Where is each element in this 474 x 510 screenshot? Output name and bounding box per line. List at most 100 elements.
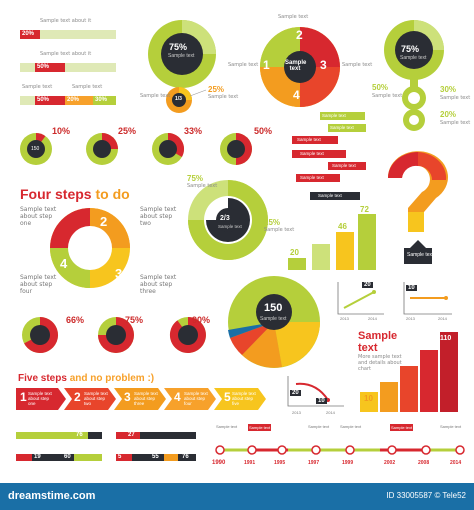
footer-id: ID 33005587 © Tele52 [386, 491, 466, 500]
five-step-4: 4 [174, 390, 181, 404]
timeline-box-3: Sample text [308, 424, 330, 429]
mini-pies-row2 [22, 317, 206, 353]
ribbon-7: Sample text [318, 193, 342, 198]
cycle-caption-top: Sample text [278, 14, 309, 20]
progress-c-rest [140, 432, 196, 439]
donut-right-v2-caption: Sample text [440, 95, 471, 101]
progress-d-v2: 55 [152, 454, 159, 460]
bar-value-1: 20% [22, 31, 35, 37]
growth-v3: 72 [360, 205, 369, 214]
donut-top-caption: Sample text [208, 94, 239, 100]
mini-pie2-3-pct: 90% [192, 315, 211, 325]
stairs-subtitle: More sample text and details about chart [358, 354, 402, 372]
four-step-2: 2 [100, 214, 108, 229]
line-b-year2: 2014 [438, 316, 447, 321]
timeline-year-6: 2008 [418, 460, 430, 466]
four-step-3-label: Sample text about step three [140, 274, 177, 295]
cycle-top-graphic [260, 27, 340, 107]
growth-v1: 20 [290, 248, 299, 257]
five-step-1-label-b: one [28, 401, 36, 406]
line-b-value: 10 [406, 285, 417, 291]
stairs-graphic [360, 332, 458, 412]
five-steps-title: Five steps and no problem :) [18, 373, 154, 384]
four-step-3: 3 [115, 266, 123, 281]
progress-b-seg3 [74, 454, 102, 461]
five-steps-title-b: and no problem :) [69, 373, 155, 384]
five-step-3-label: Sample text about step three [134, 391, 160, 406]
timeline-year-3: 1997 [308, 460, 320, 466]
cycle-center: Sample text [285, 60, 307, 72]
donut-mid-caption-top: Sample text [187, 183, 218, 189]
five-step-5-label-a: Sample text about step [232, 391, 256, 401]
mini-pie-2-pct: 25% [118, 126, 137, 136]
footer-logo[interactable]: dreamstime.com [8, 490, 96, 502]
progress-a-value: 76 [76, 432, 83, 438]
donut-mid-top-pct: 75% [187, 174, 204, 183]
four-step-1: 1 [46, 218, 54, 233]
progress-d-v3: 76 [182, 454, 189, 460]
bar-track-2 [20, 63, 116, 72]
ribbon-4: Sample text [300, 151, 324, 156]
five-step-2-label-b: two [84, 401, 92, 406]
donut-top-small: 1/3 [175, 96, 182, 102]
cycle-caption-right: Sample text [342, 62, 373, 68]
donut-right-label: Sample text [400, 55, 427, 61]
five-step-5: 5 [224, 390, 231, 404]
bar-caption-3: Sample text [22, 84, 53, 90]
four-step-4: 4 [60, 256, 68, 271]
progress-d-seg1 [116, 454, 132, 461]
four-steps-title: Four steps to do [20, 186, 130, 202]
cycle-step-1: 1 [263, 58, 270, 72]
line-c-v1: 20 [290, 390, 301, 396]
question-mark-graphic [387, 151, 448, 264]
timeline-year-7: 2014 [450, 460, 462, 466]
donut-top-label: Sample text [168, 53, 195, 59]
bar-seg-c-value: 30% [95, 97, 108, 103]
progress-b-v1: 19 [34, 454, 41, 460]
progress-a-rest [88, 432, 102, 439]
line-c-year1: 2013 [292, 410, 301, 415]
big-pie-label: Sample text [260, 316, 287, 322]
five-step-5-label: Sample text about step five [232, 391, 258, 406]
five-step-5-label-b: five [232, 401, 240, 406]
mini-pie2-2-pct: 75% [125, 315, 144, 325]
mini-pies-row1 [20, 132, 252, 165]
timeline-box-4: Sample text [340, 424, 362, 429]
bar-fill-2: 50% [35, 63, 65, 72]
progress-d-seg3 [164, 454, 178, 461]
five-step-4-label-a: Sample text about step [184, 391, 208, 401]
bar-fill-1: 20% [20, 30, 40, 39]
bar-track-1 [20, 30, 116, 39]
ribbon-2: Sample text [330, 125, 354, 130]
timeline-box-6: Sample text [440, 424, 462, 429]
progress-c-fill [116, 432, 140, 439]
line-a-year2: 2014 [368, 316, 377, 321]
donut-mid-label: Sample text [218, 224, 242, 229]
bar-caption-1: Sample text about it [40, 18, 92, 24]
line-c-v2: 10 [316, 398, 327, 404]
donut-top-pct: 75% [169, 42, 188, 52]
donut-mid-caption-bottom: Sample text [264, 227, 295, 233]
bar-seg-c: 30% [93, 96, 116, 105]
donut-mid-graphic [188, 180, 268, 260]
cycle-step-4: 4 [293, 88, 300, 102]
five-step-2: 2 [74, 390, 81, 404]
timeline-year-4: 1999 [342, 460, 354, 466]
donut-right-v1-caption: Sample text [372, 93, 403, 99]
four-steps-title-a: Four steps [20, 186, 92, 202]
five-step-3-label-b: three [134, 401, 145, 406]
donut-mid-center: 2/3 [220, 215, 230, 222]
line-a-year1: 2013 [340, 316, 349, 321]
progress-d-seg2 [132, 454, 164, 461]
timeline-graphic [215, 445, 465, 455]
four-steps-title-b: to do [95, 186, 130, 202]
five-steps-arrows [16, 388, 266, 410]
progress-c-value: 27 [128, 432, 135, 438]
ribbon-6: Sample text [300, 175, 324, 180]
progress-b-v2: 60 [64, 454, 71, 460]
five-step-1: 1 [20, 390, 27, 404]
progress-d-v1: 5 [118, 454, 122, 460]
timeline-box-2: Sample text [248, 424, 272, 431]
donut-right-graphic [384, 20, 444, 131]
progress-d-seg4 [178, 454, 196, 461]
